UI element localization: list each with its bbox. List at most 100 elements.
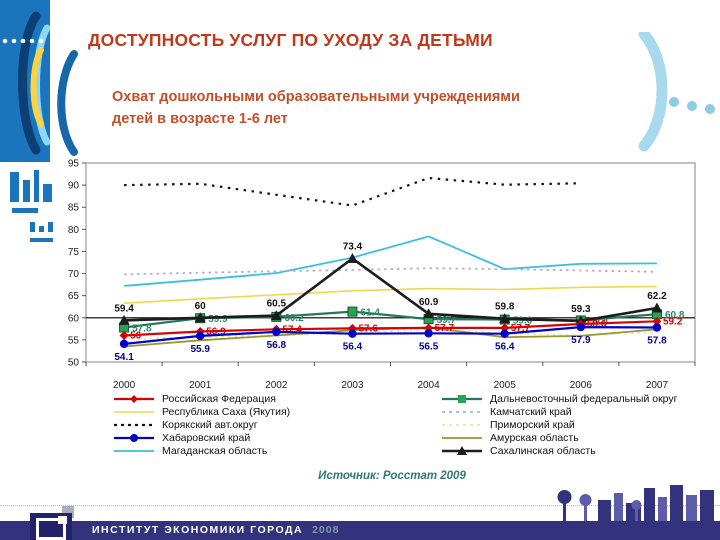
legend-item: Российская Федерация (112, 392, 290, 405)
x-axis-label: 2006 (570, 380, 593, 391)
chart-subtitle: Охват дошкольными образовательными учреж… (112, 86, 632, 130)
data-label: 57.4 (282, 324, 302, 335)
series-line (124, 267, 657, 276)
data-label: 59.2 (663, 316, 683, 327)
series-marker (346, 253, 358, 264)
legend-item: Корякский авт.округ (112, 418, 290, 431)
legend-item-label: Хабаровский край (162, 431, 251, 444)
series-marker (499, 313, 511, 324)
x-axis-label: 2001 (189, 380, 212, 391)
legend-item-label: Сахалинская область (490, 444, 596, 457)
series-marker (576, 322, 586, 332)
data-label: 59.8 (495, 302, 515, 313)
legend-item-label: Республика Саха (Якутия) (162, 405, 291, 418)
data-label: 59.6 (513, 316, 533, 327)
data-label: 56.9 (206, 326, 226, 337)
legend-line-sample (442, 410, 482, 413)
data-label: 57.9 (571, 335, 591, 346)
series-marker (652, 323, 662, 332)
series-marker (194, 312, 206, 323)
series-marker (118, 314, 130, 325)
series-marker (119, 339, 129, 349)
footer-skyline-graphic (557, 485, 714, 521)
series-marker (424, 329, 433, 338)
y-axis-label: 90 (68, 181, 80, 192)
closing-bracket-decoration (638, 32, 715, 152)
x-axis-label: 2004 (417, 380, 440, 391)
data-label: 60.9 (419, 297, 439, 308)
data-label: 57.7 (511, 323, 531, 334)
data-label: 61.4 (360, 308, 380, 319)
legend-item-label: Приморский край (490, 418, 575, 431)
x-axis-label: 2003 (341, 380, 364, 391)
data-label: 57.8 (647, 336, 667, 347)
legend-column-right: Дальневосточный федеральный округ Камчатс… (440, 392, 678, 457)
source-caption: Источник: Росстат 2009 (318, 470, 466, 482)
x-axis-label: 2002 (265, 380, 288, 391)
y-axis-label: 60 (68, 313, 80, 324)
y-axis-label: 55 (68, 335, 80, 346)
y-axis-label: 65 (68, 291, 80, 302)
page-title: ДОСТУПНОСТЬ УСЛУГ ПО УХОДУ ЗА ДЕТЬМИ (88, 30, 493, 50)
data-label: 56 (130, 330, 142, 341)
footer-bar (0, 521, 720, 540)
data-label: 57.7 (435, 323, 455, 334)
y-axis-label: 50 (68, 358, 80, 369)
line-chart: 50 55 60 65 70 75 80 85 90 95 2000 2001 2002 2003 2004… (0, 155, 720, 400)
legend-item-label: Дальневосточный федеральный округ (490, 392, 678, 405)
chart-subtitle-line2: детей в возрасте 1-6 лет (112, 111, 288, 127)
series-line (124, 256, 658, 323)
data-label: 54.1 (114, 352, 134, 363)
institute-logo (30, 513, 72, 540)
data-label: 55.9 (190, 344, 210, 355)
institute-logo-notch (58, 516, 67, 524)
y-axis-label: 70 (68, 269, 80, 280)
series-marker (195, 331, 205, 341)
data-label: 58.6 (587, 319, 607, 330)
data-label: 59.3 (571, 304, 591, 315)
legend-line-sample (442, 394, 482, 403)
legend-item: Приморский край (440, 418, 678, 431)
x-axis-label: 2007 (646, 380, 669, 391)
city-pixels-graphic (10, 170, 53, 242)
series-line (124, 320, 657, 337)
data-label: 56.4 (495, 342, 515, 353)
legend-column-left: Российская Федерация Республика Саха (Яку… (112, 392, 290, 457)
legend-item: Камчатский край (440, 405, 678, 418)
legend-line-sample (114, 433, 154, 442)
legend-line-sample (114, 423, 154, 426)
legend-item-label: Российская Федерация (162, 392, 276, 405)
data-label: 59.9 (208, 314, 228, 325)
footer-organization-name: ИНСТИТУТ ЭКОНОМИКИ ГОРОДА (92, 524, 304, 536)
series-marker (119, 330, 129, 340)
legend-line-sample (114, 394, 154, 403)
legend-line-sample (114, 449, 154, 452)
legend-line-sample (442, 423, 482, 426)
series-marker (500, 329, 509, 338)
series-marker (652, 316, 662, 326)
data-label: 56.5 (419, 341, 439, 352)
x-axis-label: 2000 (113, 380, 136, 391)
legend-item: Республика Саха (Якутия) (112, 405, 290, 418)
data-label: 59.7 (437, 315, 457, 326)
chart-plot-area: 50 55 60 65 70 75 80 85 90 95 2000 2001 2002 2003 2004… (68, 159, 696, 391)
chart-legend: Российская Федерация Республика Саха (Яку… (0, 392, 720, 462)
institute-logo-inner-square (36, 518, 66, 540)
legend-line-sample (442, 445, 482, 455)
data-label: 60.5 (267, 299, 287, 310)
series-line (123, 325, 657, 345)
data-label: 73.4 (343, 242, 363, 253)
y-axis-label: 80 (68, 225, 80, 236)
data-label: 60.2 (284, 313, 304, 324)
data-label: 59.4 (114, 303, 134, 314)
x-axis-label: 2005 (494, 380, 517, 391)
legend-item-label: Камчатский край (490, 405, 572, 418)
legend-item-label: Магаданская область (162, 444, 268, 457)
legend-line-sample (114, 410, 154, 413)
footer-divider (0, 505, 720, 506)
series-line (124, 235, 657, 287)
data-label: 60.8 (665, 310, 685, 321)
chart-subtitle-line1: Охват дошкольными образовательными учреж… (112, 89, 520, 105)
legend-item: Магаданская область (112, 444, 290, 457)
y-axis-label: 95 (68, 159, 80, 170)
